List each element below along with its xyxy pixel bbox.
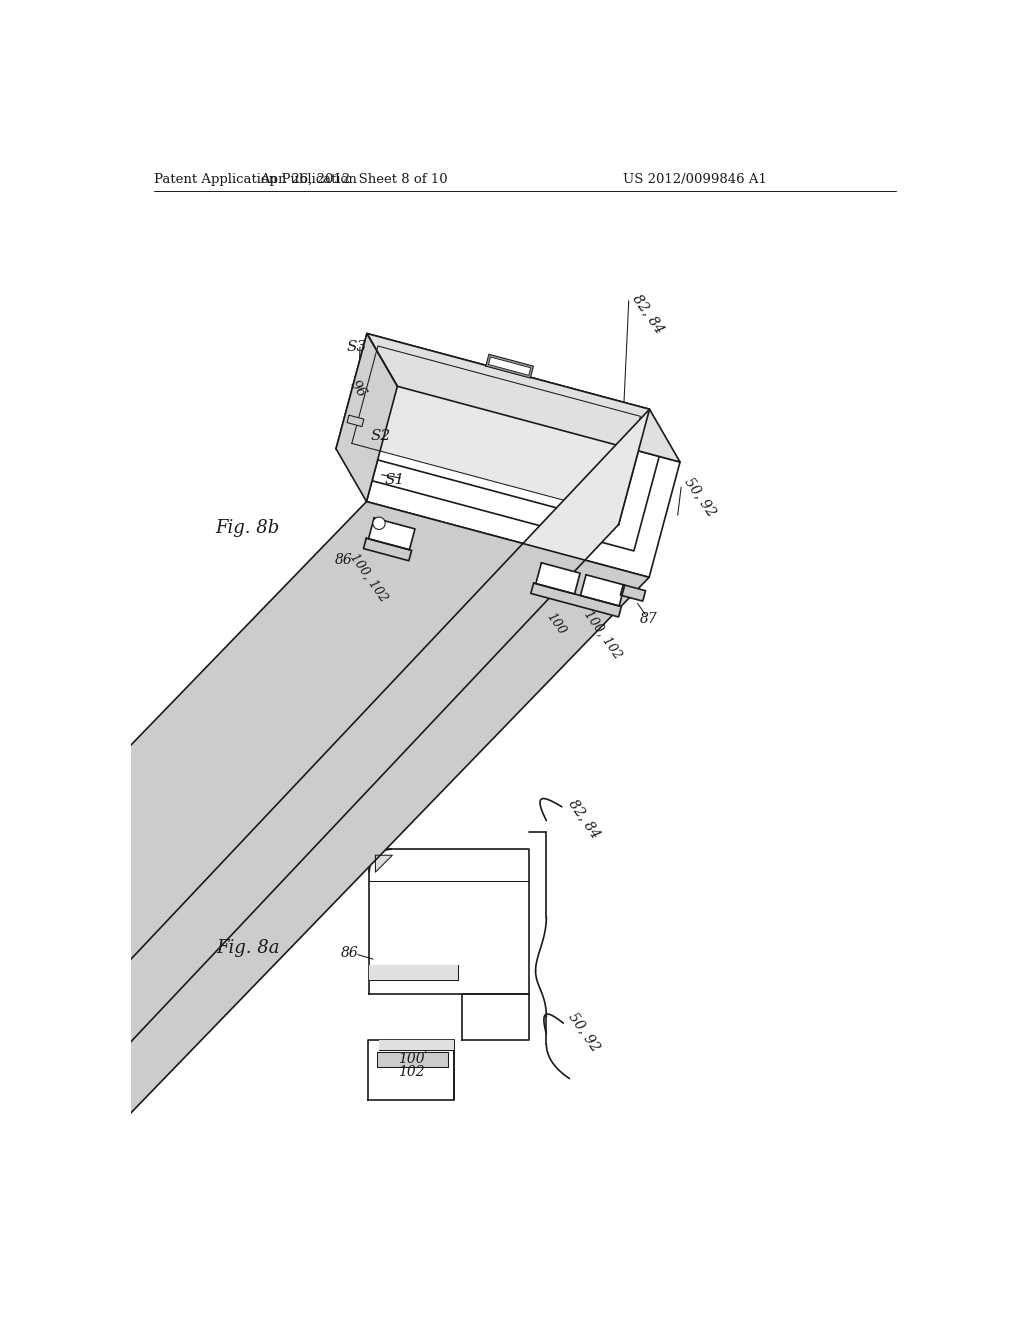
Polygon shape [581,574,625,606]
Polygon shape [0,891,93,977]
Text: 100, 102: 100, 102 [347,552,390,605]
Polygon shape [79,409,649,1097]
Circle shape [373,517,385,529]
Text: 50, 92: 50, 92 [682,475,719,519]
Text: 50, 92: 50, 92 [566,1010,603,1055]
Polygon shape [351,360,665,550]
Text: 102: 102 [398,1065,425,1080]
Text: 86: 86 [341,946,358,960]
Polygon shape [377,1052,447,1067]
Polygon shape [367,387,680,577]
Text: 82, 84: 82, 84 [630,292,667,337]
Text: 100: 100 [544,610,568,638]
Text: 100: 100 [398,1052,425,1067]
Polygon shape [370,849,392,873]
Polygon shape [0,502,649,1159]
Text: Apr. 26, 2012  Sheet 8 of 10: Apr. 26, 2012 Sheet 8 of 10 [260,173,447,186]
Polygon shape [377,1052,447,1067]
Polygon shape [369,517,415,549]
Polygon shape [368,1040,454,1100]
Polygon shape [367,334,680,462]
Text: 96: 96 [347,378,369,401]
Text: Fig. 8a: Fig. 8a [216,939,280,957]
Text: S3: S3 [346,341,367,354]
Text: S2: S2 [371,429,391,442]
Polygon shape [462,994,529,1040]
Text: 82, 84: 82, 84 [566,797,603,841]
Text: S1: S1 [385,474,404,487]
Text: US 2012/0099846 A1: US 2012/0099846 A1 [624,173,767,186]
Text: 87: 87 [640,612,658,626]
Polygon shape [336,334,397,502]
Polygon shape [370,965,458,979]
Polygon shape [352,346,640,513]
Polygon shape [379,1040,454,1051]
Text: Fig. 8b: Fig. 8b [215,519,280,537]
Polygon shape [336,334,649,524]
Polygon shape [621,585,645,601]
Polygon shape [364,539,412,561]
Polygon shape [536,562,580,594]
Text: Patent Application Publication: Patent Application Publication [154,173,356,186]
Polygon shape [376,855,392,873]
Polygon shape [488,356,530,375]
Polygon shape [530,583,622,616]
Polygon shape [347,416,364,426]
Text: 86: 86 [335,553,353,566]
Polygon shape [485,354,534,378]
Text: 100, 102: 100, 102 [582,607,625,661]
Polygon shape [370,849,529,994]
